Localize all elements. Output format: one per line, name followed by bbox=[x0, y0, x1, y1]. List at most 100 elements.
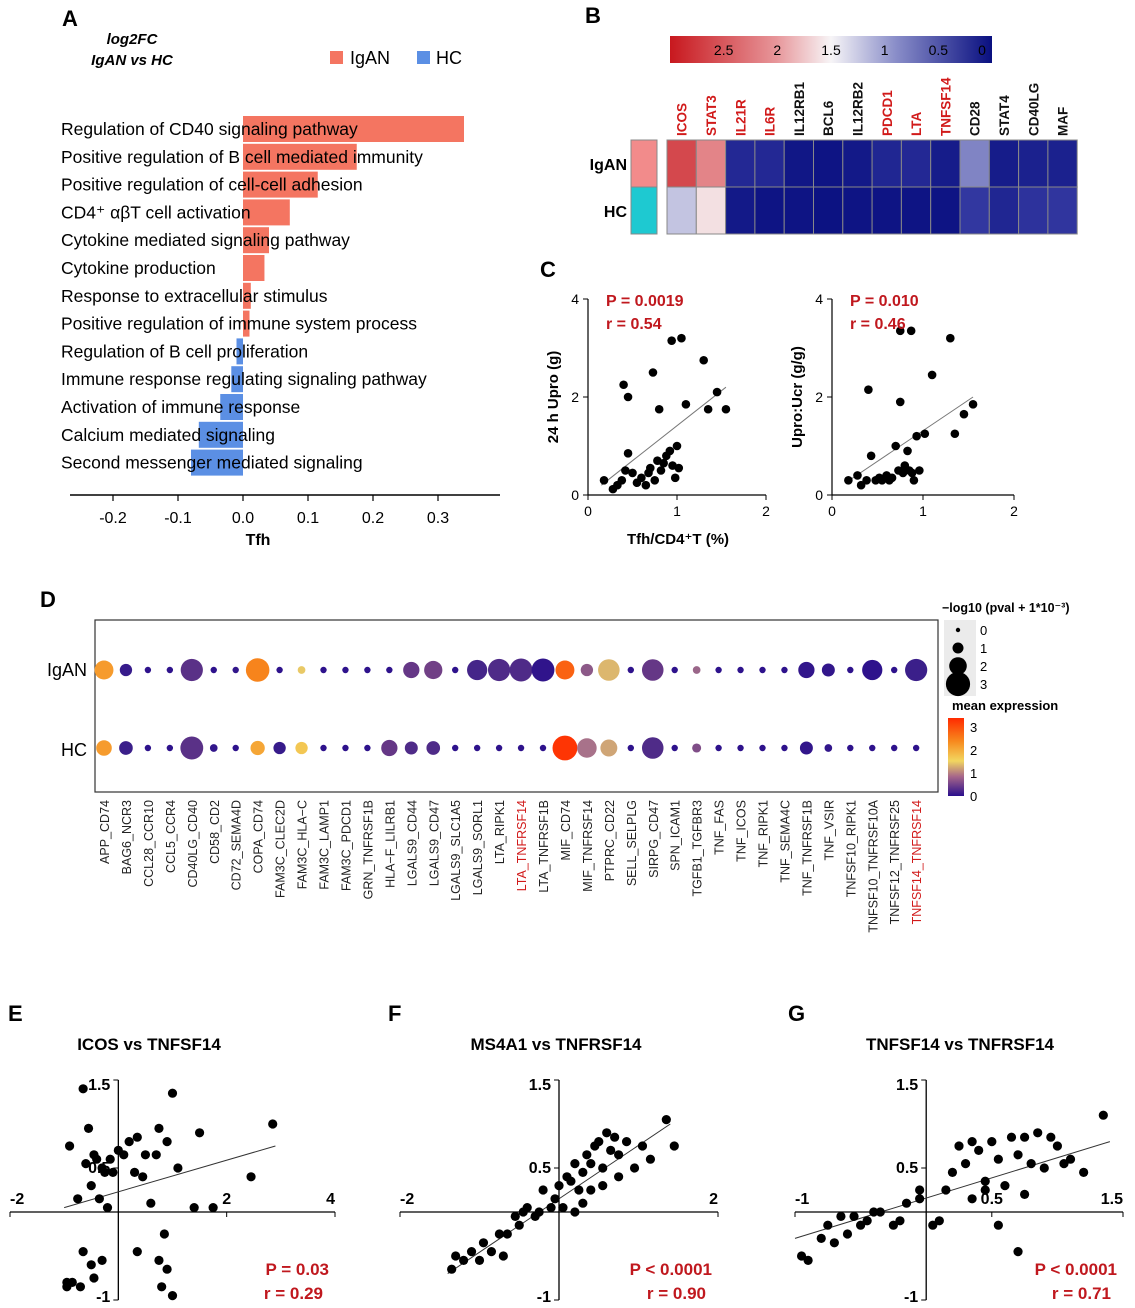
efg-ytick-label-2-2: -1 bbox=[904, 1289, 918, 1306]
efg-point-1-4 bbox=[474, 1255, 485, 1265]
c-point-0-22 bbox=[667, 336, 676, 345]
efg-point-0-26 bbox=[146, 1198, 156, 1208]
x-tick-label-3: 0.1 bbox=[297, 510, 319, 527]
bar-12 bbox=[191, 449, 243, 476]
x-tick-label-0: -0.2 bbox=[99, 510, 127, 527]
efg-point-2-5 bbox=[836, 1211, 846, 1221]
efg-point-0-16 bbox=[124, 1137, 134, 1147]
dot-col-label-32: TNF_TNFRSF1B bbox=[800, 800, 814, 896]
efg-point-1-16 bbox=[538, 1185, 548, 1195]
efg-point-0-4 bbox=[83, 1123, 94, 1133]
dot-igan-33 bbox=[821, 663, 835, 677]
heatmap-cell-1-10 bbox=[959, 186, 990, 235]
dot-igan-13 bbox=[386, 666, 393, 674]
efg-point-0-20 bbox=[140, 1150, 151, 1160]
bar-6 bbox=[243, 282, 251, 309]
heatmap-row-label-0: IgAN bbox=[590, 157, 627, 174]
c-point-0-0 bbox=[599, 476, 609, 485]
c-ytick-label-0-0: 0 bbox=[571, 487, 579, 503]
heatmap-col-label-12: CD40LG bbox=[1026, 83, 1041, 136]
bar-4 bbox=[243, 227, 269, 254]
c-point-0-3 bbox=[617, 476, 627, 485]
c-point-1-3 bbox=[862, 476, 871, 485]
dot-hc-7 bbox=[250, 740, 265, 756]
c-fit-line-1 bbox=[845, 396, 974, 484]
dot-igan-3 bbox=[166, 666, 174, 674]
heatmap-col-label-5: BCL6 bbox=[821, 100, 836, 136]
c-r-value-0: r = 0.54 bbox=[606, 316, 662, 333]
efg-point-0-7 bbox=[92, 1154, 102, 1164]
efg-point-0-25 bbox=[173, 1163, 183, 1173]
dot-hc-21 bbox=[552, 735, 578, 761]
dotplot-row-label-igan: IgAN bbox=[47, 660, 87, 680]
row-annotation-1 bbox=[630, 186, 658, 235]
panel-c-scatter: Tfh/CD4⁺T (%) 0 1 2 0 2 4 24 h Upro (g) P = 0.0… bbox=[545, 291, 1018, 548]
efg-fit-line-2 bbox=[794, 1141, 1111, 1239]
c-point-0-14 bbox=[648, 368, 658, 377]
efg-point-0-45 bbox=[268, 1119, 278, 1129]
c-point-0-5 bbox=[621, 466, 630, 475]
efg-point-0-31 bbox=[78, 1247, 88, 1257]
dot-col-label-2: CCL28_CCR10 bbox=[142, 800, 156, 887]
c-point-1-29 bbox=[959, 409, 969, 419]
c-p-value-1: P = 0.010 bbox=[850, 293, 919, 310]
heatmap-cell-1-2 bbox=[725, 186, 756, 235]
efg-point-2-12 bbox=[888, 1220, 899, 1230]
efg-title-1: MS4A1 vs TNFRSF14 bbox=[471, 1035, 643, 1054]
dot-col-label-20: LTA_TNFRSF1B bbox=[537, 800, 551, 893]
efg-point-2-39 bbox=[1098, 1110, 1108, 1120]
c-point-0-13 bbox=[646, 463, 655, 473]
bar-5 bbox=[243, 255, 265, 281]
heatmap-cell-0-12 bbox=[1018, 139, 1049, 188]
dot-hc-34 bbox=[847, 744, 854, 752]
efg-point-2-35 bbox=[1046, 1132, 1056, 1142]
efg-ytick-label-2-1: 0.5 bbox=[896, 1160, 918, 1177]
dot-col-label-9: FAM3C_HLA−C bbox=[296, 800, 310, 889]
c-xtick-label-1-1: 1 bbox=[919, 503, 927, 519]
dot-igan-34 bbox=[847, 666, 854, 674]
colorbar-tick-4: 0.5 bbox=[929, 42, 949, 58]
dot-col-label-26: SPN_ICAM1 bbox=[669, 800, 683, 871]
efg-point-2-44 bbox=[980, 1185, 990, 1195]
heatmap-col-label-9: TNFSF14 bbox=[938, 77, 953, 136]
efg-point-1-9 bbox=[502, 1229, 512, 1239]
dot-col-label-17: LGALS9_SORL1 bbox=[471, 800, 485, 895]
dot-hc-37 bbox=[912, 744, 920, 752]
dot-igan-29 bbox=[737, 666, 744, 674]
efg-point-0-34 bbox=[62, 1282, 72, 1292]
c-point-0-17 bbox=[654, 404, 664, 414]
c-point-1-12 bbox=[891, 441, 900, 451]
efg-xtick-label-2-0: -1 bbox=[795, 1191, 809, 1208]
c-point-0-4 bbox=[619, 380, 628, 390]
efg-point-1-34 bbox=[614, 1150, 624, 1160]
dot-igan-5 bbox=[210, 666, 217, 674]
bar-7 bbox=[243, 310, 250, 337]
bar-label-1: Positive regulation of B cell mediated i… bbox=[61, 147, 423, 167]
efg-point-0-40 bbox=[162, 1264, 172, 1274]
dot-col-label-36: TNFSF12_TNFRSF25 bbox=[888, 800, 902, 924]
efg-xtick-label-1-1: 2 bbox=[709, 1191, 718, 1208]
efg-ytick-label-1-2: -1 bbox=[537, 1289, 551, 1306]
efg-point-2-41 bbox=[1013, 1247, 1023, 1257]
dot-col-label-23: PTPRC_CD22 bbox=[603, 800, 617, 881]
color-legend-tick-1: 2 bbox=[970, 743, 977, 758]
colorbar-tick-0: 2.5 bbox=[714, 42, 734, 58]
efg-point-1-29 bbox=[594, 1137, 604, 1147]
dot-col-label-0: APP_CD74 bbox=[98, 800, 112, 864]
heatmap-cell-0-8 bbox=[900, 139, 932, 188]
efg-point-1-19 bbox=[554, 1181, 564, 1191]
c-point-1-30 bbox=[968, 400, 978, 409]
dot-hc-1 bbox=[119, 741, 133, 755]
heatmap-col-label-8: LTA bbox=[909, 112, 924, 136]
heatmap-cell-1-4 bbox=[783, 186, 815, 235]
dot-hc-10 bbox=[320, 744, 327, 752]
dot-col-label-34: TNFSF10_RIPK1 bbox=[844, 800, 858, 897]
efg-point-2-13 bbox=[895, 1216, 905, 1226]
efg-point-1-18 bbox=[550, 1194, 560, 1204]
size-legend-dot-3 bbox=[945, 671, 971, 697]
bar-label-0: Regulation of CD40 signaling pathway bbox=[61, 119, 358, 139]
heatmap-cell-0-9 bbox=[930, 139, 961, 188]
efg-point-0-10 bbox=[100, 1167, 110, 1177]
efg-point-2-6 bbox=[842, 1229, 853, 1239]
